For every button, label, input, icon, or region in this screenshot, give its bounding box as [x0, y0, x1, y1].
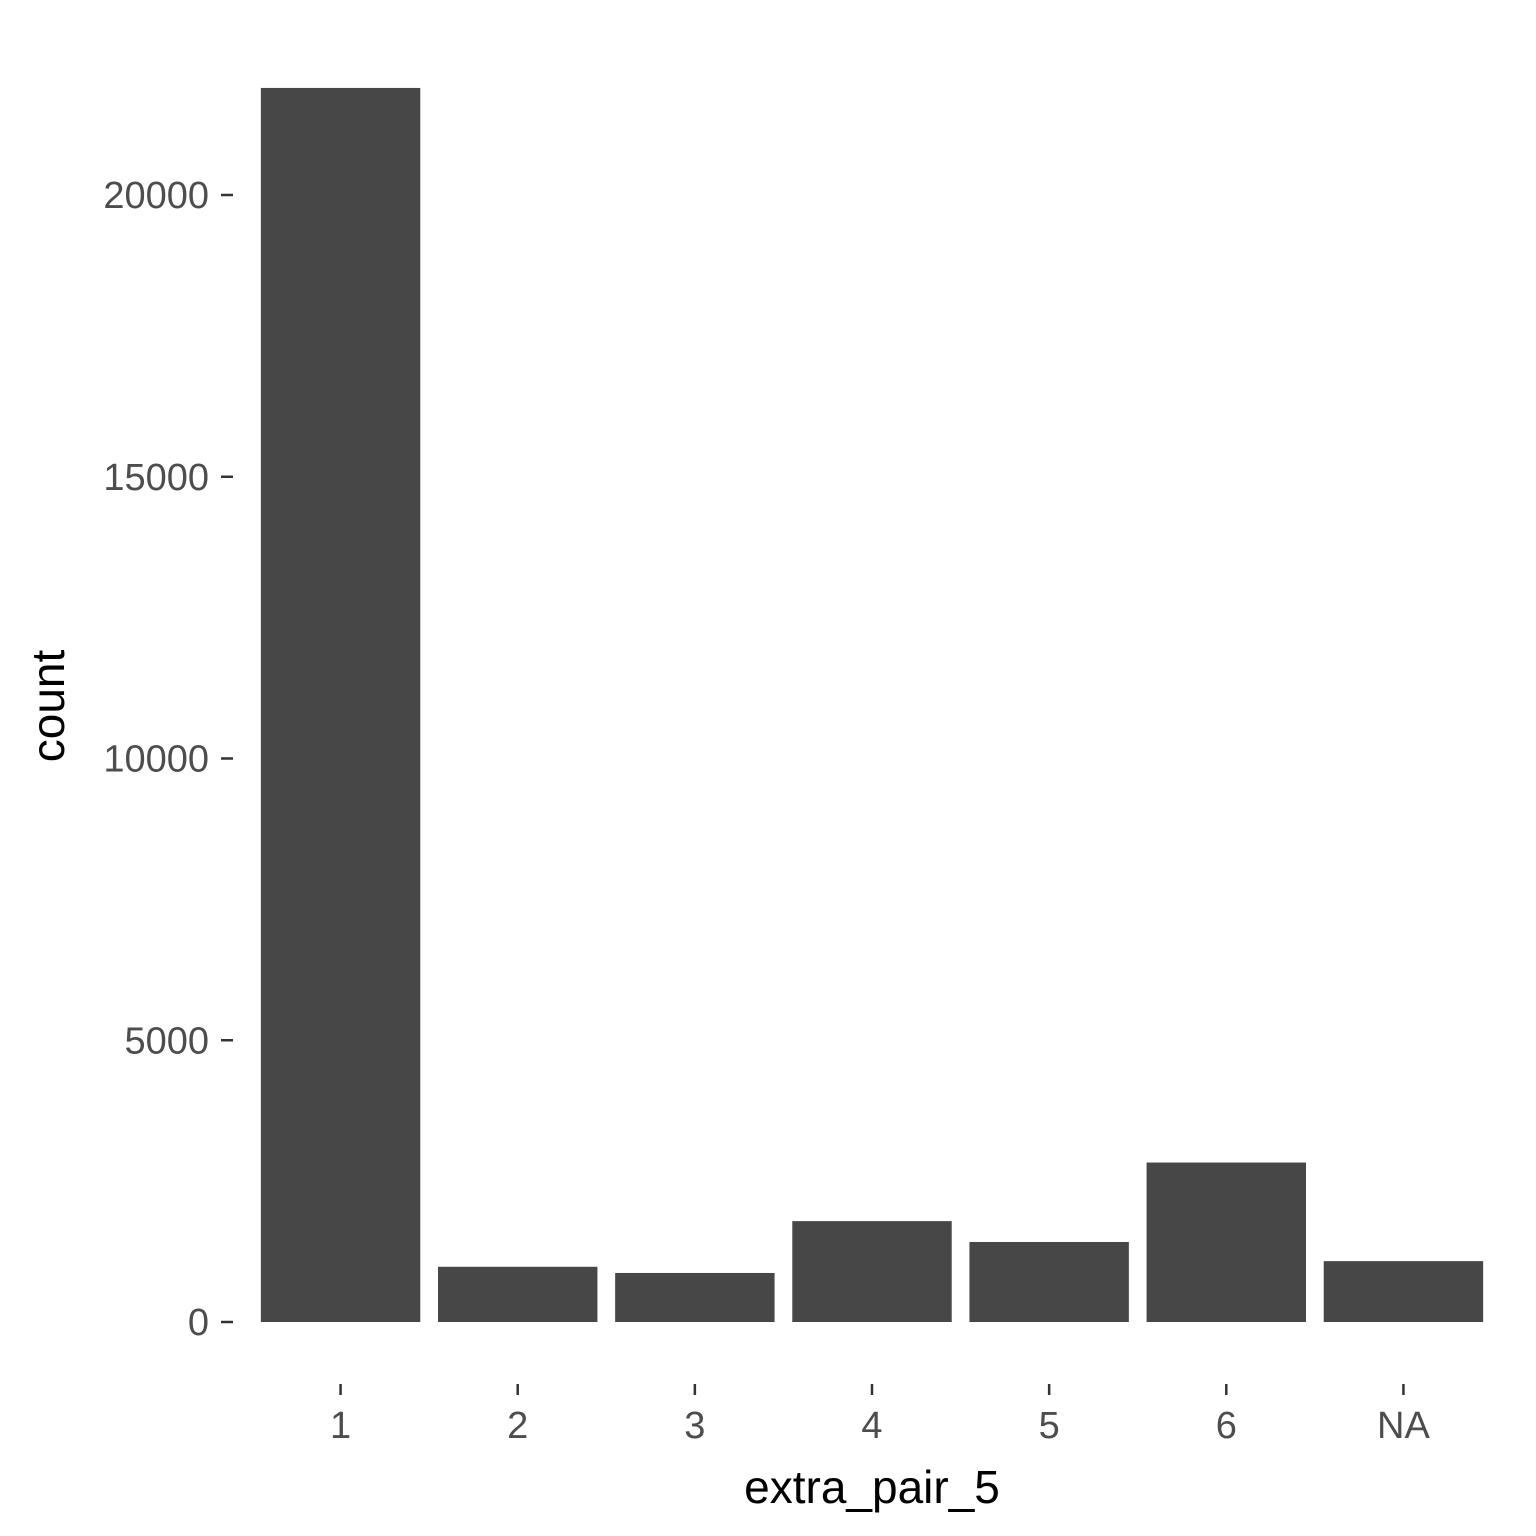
y-axis: 0 5000 10000 15000 20000 — [103, 175, 233, 1344]
bar-5 — [969, 1241, 1129, 1322]
bar-6 — [1146, 1162, 1306, 1322]
x-axis-title: extra_pair_5 — [744, 1461, 1000, 1513]
x-tick-label: 2 — [507, 1405, 528, 1447]
y-tick-label: 20000 — [103, 175, 209, 217]
y-tick-label: 5000 — [124, 1020, 209, 1062]
x-tick-label: 3 — [684, 1405, 705, 1447]
bar-na — [1323, 1261, 1484, 1322]
x-tick-label: 4 — [861, 1405, 882, 1447]
y-tick-label: 10000 — [103, 739, 209, 781]
bar-4 — [792, 1221, 952, 1322]
y-tick-label: 15000 — [103, 457, 209, 499]
x-tick-label: 6 — [1216, 1405, 1237, 1447]
bar-3 — [615, 1272, 775, 1322]
x-tick-label: NA — [1377, 1405, 1430, 1447]
bar-1 — [260, 87, 421, 1322]
bars-group — [260, 87, 1484, 1322]
y-tick-label: 0 — [188, 1302, 209, 1344]
x-tick-label: 5 — [1039, 1405, 1060, 1447]
y-axis-title: count — [22, 650, 74, 763]
x-axis: 1 2 3 4 5 6 NA — [330, 1384, 1430, 1447]
bar-2 — [438, 1266, 598, 1322]
x-tick-label: 1 — [330, 1405, 351, 1447]
